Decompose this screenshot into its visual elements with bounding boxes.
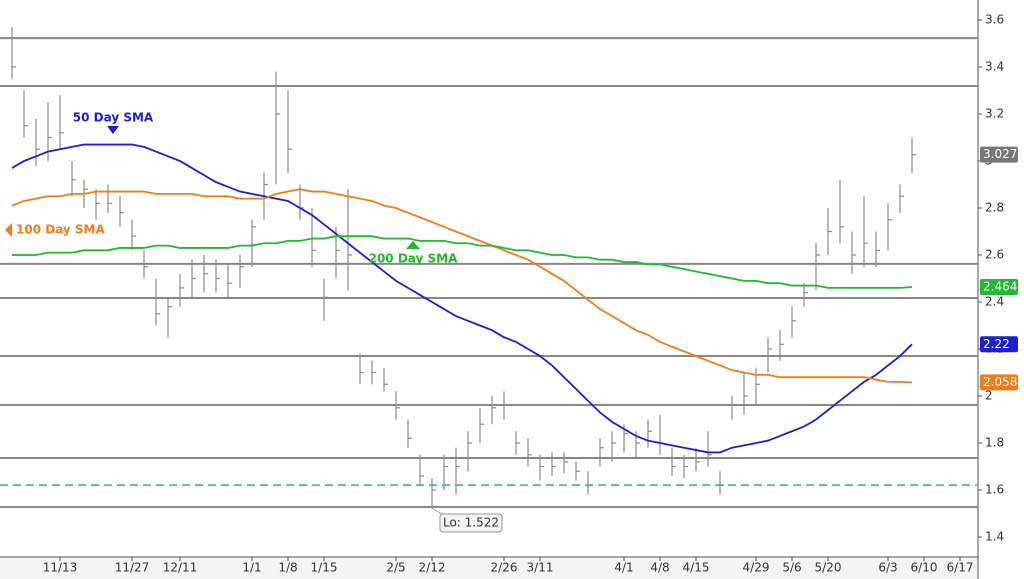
y-tick-label: 3.4 [985,59,1004,73]
y-tick-label: 1.8 [985,436,1004,450]
annotation: Lo: 1.522 [443,516,499,530]
series-marker [107,126,119,134]
x-tick-label: 5/6 [782,561,801,575]
value-badge-label: 3.027 [983,147,1017,161]
x-tick-label: 12/11 [163,561,198,575]
annotation-pointer [431,507,443,515]
y-tick-label: 2.6 [985,247,1004,261]
x-tick-label: 1/1 [242,561,261,575]
y-tick-label: 2.4 [985,295,1004,309]
x-tick-label: 6/17 [947,561,974,575]
x-tick-label: 2/5 [386,561,405,575]
x-tick-label: 4/15 [683,561,710,575]
x-tick-label: 6/10 [911,561,938,575]
series-label: 50 Day SMA [73,111,154,125]
x-tick-label: 4/29 [743,561,770,575]
value-badge-label: 2.22 [983,337,1010,351]
x-tick-label: 1/8 [278,561,297,575]
value-badge [980,278,1018,295]
y-tick-label: 1.4 [985,530,1004,544]
y-tick-label: 3.2 [985,106,1004,120]
x-tick-label: 3/11 [527,561,554,575]
value-badge [980,336,1018,353]
x-tick-label: 11/27 [115,561,150,575]
x-tick-label: 2/12 [419,561,446,575]
value-badge-label: 2.058 [983,375,1017,389]
series-marker [5,223,12,237]
x-tick-label: 2/26 [491,561,518,575]
x-tick-label: 6/3 [878,561,897,575]
sma-line [11,143,913,454]
value-badge [980,374,1018,391]
x-axis-band [0,557,978,579]
sma-line [11,188,913,384]
x-tick-label: 1/15 [311,561,338,575]
sma-line [12,235,913,289]
series-label: 200 Day SMA [369,252,459,266]
annotation-box [439,513,503,533]
value-badge-label: 2.464 [983,279,1017,293]
y-tick-label: 3.6 [985,12,1004,26]
y-tick-label: 2.8 [985,200,1004,214]
series-marker [406,241,420,249]
x-tick-label: 4/8 [650,561,669,575]
y-tick-label: 1.6 [985,483,1004,497]
x-tick-label: 4/1 [614,561,633,575]
y-tick-label: 2 [985,389,993,403]
value-badge [980,146,1018,163]
series-label: 100 Day SMA [16,223,106,237]
x-tick-label: 11/13 [43,561,78,575]
x-tick-label: 5/20 [815,561,842,575]
